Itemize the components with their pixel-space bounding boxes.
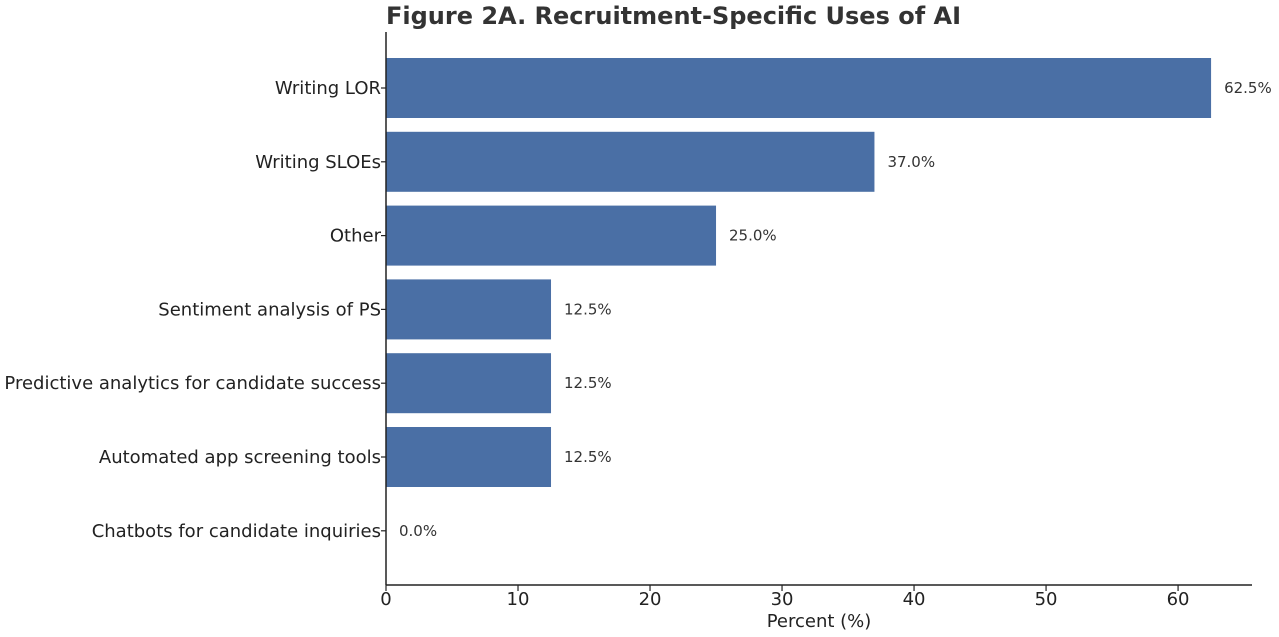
data-label: 12.5% bbox=[564, 448, 612, 466]
bars-group bbox=[386, 58, 1212, 487]
category-label: Writing LOR bbox=[275, 78, 381, 99]
bar bbox=[386, 131, 875, 192]
x-tick-label: 20 bbox=[639, 589, 662, 610]
chart-title: Figure 2A. Recruitment-Specific Uses of … bbox=[386, 2, 961, 30]
x-tick-label: 40 bbox=[903, 589, 926, 610]
x-tick-label: 50 bbox=[1035, 589, 1058, 610]
data-label: 37.0% bbox=[887, 153, 935, 171]
bar bbox=[386, 353, 552, 414]
bar bbox=[386, 205, 717, 266]
data-label: 0.0% bbox=[399, 522, 437, 540]
data-label: 62.5% bbox=[1224, 79, 1272, 97]
category-label: Other bbox=[330, 226, 382, 247]
bar bbox=[386, 58, 1212, 118]
category-label: Sentiment analysis of PS bbox=[158, 299, 381, 320]
bar bbox=[386, 427, 552, 487]
category-label: Automated app screening tools bbox=[99, 447, 381, 468]
category-label: Writing SLOEs bbox=[255, 152, 381, 173]
x-axis-label: Percent (%) bbox=[767, 611, 872, 632]
x-tick-label: 0 bbox=[380, 589, 391, 610]
category-label: Predictive analytics for candidate succe… bbox=[4, 373, 381, 394]
x-tick-label: 60 bbox=[1167, 589, 1190, 610]
category-labels-group: Writing LOR Writing SLOEs Other Sentiment a… bbox=[4, 78, 381, 542]
data-label: 12.5% bbox=[564, 374, 612, 392]
data-label: 25.0% bbox=[729, 227, 777, 245]
x-tick-label: 10 bbox=[507, 589, 530, 610]
category-label: Chatbots for candidate inquiries bbox=[92, 521, 381, 542]
data-label: 12.5% bbox=[564, 300, 612, 318]
bar bbox=[386, 279, 552, 340]
x-ticks-group: 0 10 20 30 40 50 60 bbox=[380, 87, 1190, 610]
data-labels-group: 62.5% 37.0% 25.0% 12.5% 12.5% 12.5% 0.0% bbox=[399, 79, 1272, 540]
x-tick-label: 30 bbox=[771, 589, 794, 610]
